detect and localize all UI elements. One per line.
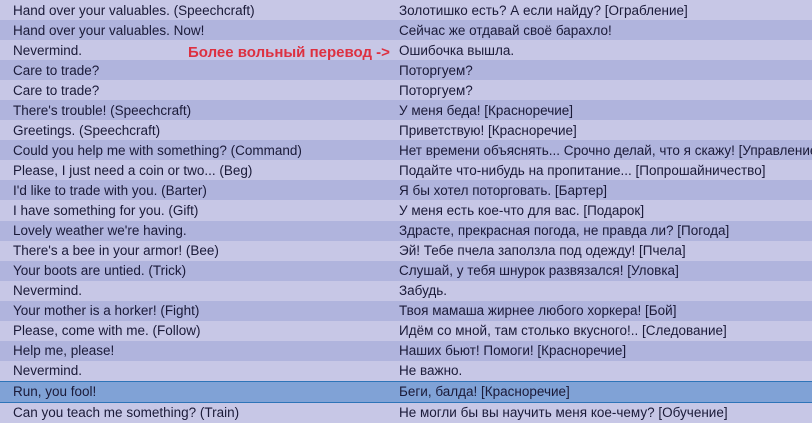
table-row[interactable]: Could you help me with something? (Comma… bbox=[0, 140, 812, 161]
english-phrase-cell: Run, you fool! bbox=[13, 384, 97, 400]
russian-translation-cell: Слушай, у тебя шнурок развязался! [Уловк… bbox=[399, 263, 679, 279]
table-row[interactable]: Your boots are untied. (Trick) Слушай, у … bbox=[0, 260, 812, 281]
russian-translation-cell: Поторгуем? bbox=[399, 82, 473, 98]
table-row-selected[interactable]: Run, you fool! Беги, балда! [Красноречие] bbox=[0, 380, 812, 403]
table-row[interactable]: Lovely weather we're having. Здрасте, пре… bbox=[0, 220, 812, 241]
russian-translation-cell: Не важно. bbox=[399, 363, 463, 379]
table-row[interactable]: Please, I just need a coin or two... (Be… bbox=[0, 160, 812, 181]
russian-translation-cell: Забудь. bbox=[399, 283, 448, 299]
table-row[interactable]: Nevermind. Забудь. bbox=[0, 280, 812, 301]
table-row[interactable]: Care to trade? Поторгуем? bbox=[0, 80, 812, 101]
table-row[interactable]: Nevermind. Не важно. bbox=[0, 360, 812, 381]
table-row[interactable]: Hand over your valuables. (Speechcraft) З… bbox=[0, 0, 812, 21]
table-row[interactable]: Nevermind. Ошибочка вышла. bbox=[0, 40, 812, 61]
table-row[interactable]: I'd like to trade with you. (Barter) Я бы… bbox=[0, 180, 812, 201]
russian-translation-cell: Нет времени объяснять... Срочно делай, ч… bbox=[399, 142, 812, 158]
english-phrase-cell: Hand over your valuables. Now! bbox=[13, 22, 205, 38]
english-phrase-cell: Nevermind. bbox=[13, 42, 83, 58]
russian-translation-cell: У меня есть кое-что для вас. [Подарок] bbox=[399, 202, 645, 218]
russian-translation-cell: Золотишко есть? А если найду? [Ограблени… bbox=[399, 2, 688, 18]
english-phrase-cell: Could you help me with something? (Comma… bbox=[13, 142, 302, 158]
english-phrase-cell: Greetings. (Speechcraft) bbox=[13, 122, 161, 138]
russian-translation-cell: Не могли бы вы научить меня кое-чему? [О… bbox=[399, 405, 728, 421]
russian-translation-cell: Идём со мной, там столько вкусного!.. [С… bbox=[399, 323, 727, 339]
english-phrase-cell: Can you teach me something? (Train) bbox=[13, 405, 240, 421]
english-phrase-cell: Nevermind. bbox=[13, 363, 83, 379]
table-row[interactable]: There's trouble! (Speechcraft) У меня бед… bbox=[0, 100, 812, 121]
english-phrase-cell: Your boots are untied. (Trick) bbox=[13, 263, 187, 279]
table-row[interactable]: Greetings. (Speechcraft) Приветствую! [Кр… bbox=[0, 120, 812, 141]
english-phrase-cell: Help me, please! bbox=[13, 343, 115, 359]
english-phrase-cell: Care to trade? bbox=[13, 62, 100, 78]
table-row[interactable]: Hand over your valuables. Now! Сейчас же … bbox=[0, 20, 812, 41]
english-phrase-cell: Lovely weather we're having. bbox=[13, 223, 187, 239]
russian-translation-cell: Поторгуем? bbox=[399, 62, 473, 78]
russian-translation-cell: Ошибочка вышла. bbox=[399, 42, 515, 58]
english-phrase-cell: There's a bee in your armor! (Bee) bbox=[13, 243, 219, 259]
russian-translation-cell: Здрасте, прекрасная погода, не правда ли… bbox=[399, 223, 730, 239]
russian-translation-cell: Твоя мамаша жирнее любого хоркера! [Бой] bbox=[399, 303, 677, 319]
table-row[interactable]: I have something for you. (Gift) У меня е… bbox=[0, 200, 812, 221]
english-phrase-cell: There's trouble! (Speechcraft) bbox=[13, 102, 192, 118]
russian-translation-cell: Беги, балда! [Красноречие] bbox=[399, 384, 570, 400]
russian-translation-cell: Я бы хотел поторговать. [Бартер] bbox=[399, 182, 607, 198]
russian-translation-cell: Наших бьют! Помоги! [Красноречие] bbox=[399, 343, 627, 359]
english-phrase-cell: Please, come with me. (Follow) bbox=[13, 323, 201, 339]
russian-translation-cell: Сейчас же отдавай своё барахло! bbox=[399, 22, 612, 38]
english-phrase-cell: Hand over your valuables. (Speechcraft) bbox=[13, 2, 255, 18]
english-phrase-cell: Nevermind. bbox=[13, 283, 83, 299]
english-phrase-cell: I'd like to trade with you. (Barter) bbox=[13, 182, 207, 198]
table-row[interactable]: There's a bee in your armor! (Bee) Эй! Те… bbox=[0, 240, 812, 261]
table-row[interactable]: Care to trade? Поторгуем? bbox=[0, 60, 812, 81]
russian-translation-cell: Приветствую! [Красноречие] bbox=[399, 122, 577, 138]
table-row[interactable]: Help me, please! Наших бьют! Помоги! [Кра… bbox=[0, 340, 812, 361]
russian-translation-cell: У меня беда! [Красноречие] bbox=[399, 102, 574, 118]
english-phrase-cell: Please, I just need a coin or two... (Be… bbox=[13, 162, 253, 178]
english-phrase-cell: Care to trade? bbox=[13, 82, 100, 98]
english-phrase-cell: I have something for you. (Gift) bbox=[13, 202, 199, 218]
table-row[interactable]: Can you teach me something? (Train) Не мо… bbox=[0, 402, 812, 423]
english-phrase-cell: Your mother is a horker! (Fight) bbox=[13, 303, 200, 319]
table-row[interactable]: Please, come with me. (Follow) Идём со мн… bbox=[0, 320, 812, 341]
russian-translation-cell: Подайте что-нибудь на пропитание... [Поп… bbox=[399, 162, 766, 178]
table-row[interactable]: Your mother is a horker! (Fight) Твоя мам… bbox=[0, 300, 812, 321]
russian-translation-cell: Эй! Тебе пчела заползла под одежду! [Пче… bbox=[399, 243, 686, 259]
